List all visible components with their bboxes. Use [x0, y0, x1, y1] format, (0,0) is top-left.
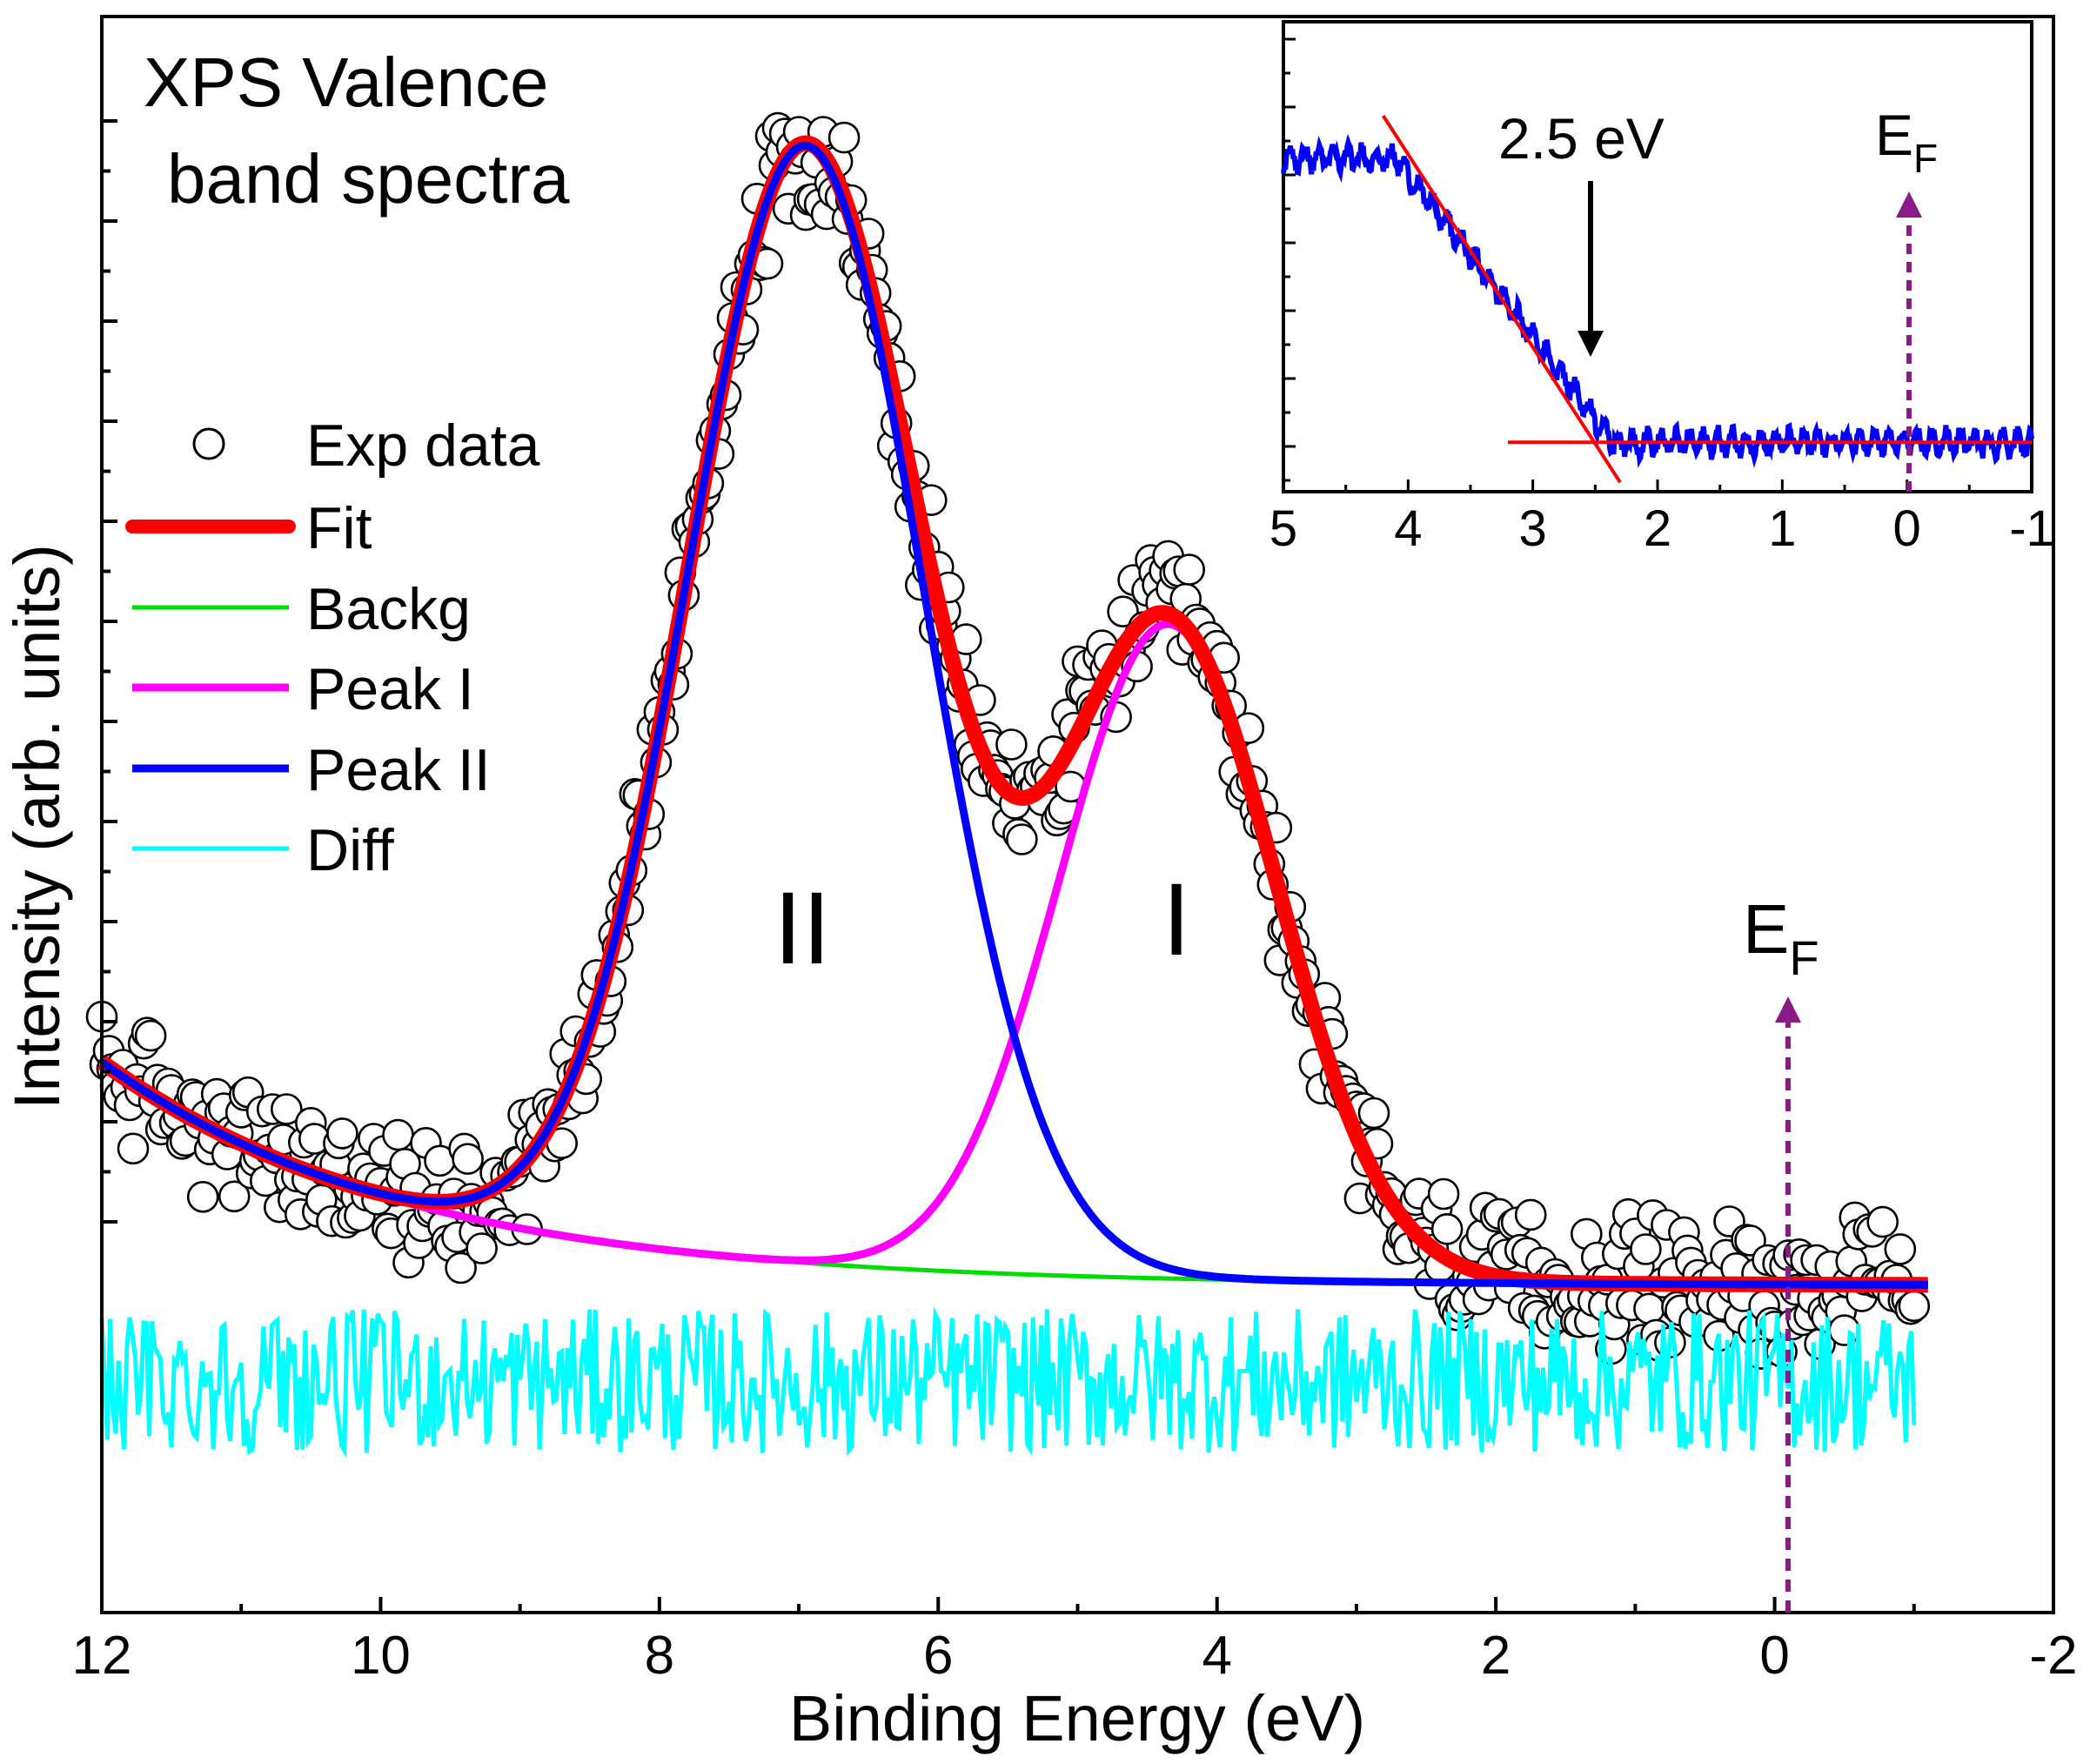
exp-data-point	[1633, 1292, 1665, 1325]
inset-edge-annotation: 2.5 eV	[1498, 106, 1665, 171]
exp-data-point	[1430, 1213, 1464, 1245]
exp-data-point	[1357, 1097, 1390, 1130]
exp-data-point	[270, 1093, 303, 1125]
inset-curves-group	[1281, 114, 2034, 484]
inset-plot: 5 4 3 2 1 0 -1 EF 2.5 eV	[1269, 20, 2054, 557]
y-axis-label: Intensity (arb. units)	[1, 544, 73, 1110]
x-tick-label: 8	[645, 1626, 674, 1686]
peak-ii-annotation: II	[774, 871, 831, 986]
x-tick-label: 2	[1481, 1626, 1511, 1686]
exp-data-point	[1898, 1290, 1931, 1323]
inset-x-tick-label: 4	[1394, 500, 1422, 557]
diff-series-group	[99, 1306, 1917, 1459]
diff-curve	[99, 1306, 1917, 1459]
legend-item-exp-data: Exp data	[192, 412, 540, 479]
x-tick-label: -2	[2029, 1626, 2077, 1686]
chart-subtitle: band spectra	[167, 140, 570, 218]
legend-marker-exp-data	[192, 427, 225, 460]
exp-data-point	[117, 1132, 150, 1165]
exp-data-point	[218, 1180, 251, 1213]
x-tick-label: 10	[351, 1626, 411, 1686]
exp-data-point	[326, 1117, 358, 1150]
x-tick-label: 4	[1202, 1626, 1231, 1686]
exp-data-point	[1173, 553, 1205, 586]
peak-ii-curve	[99, 141, 1928, 1289]
inset-frame	[1282, 20, 2033, 493]
main-y-ticks	[102, 119, 117, 1224]
exp-data-point	[995, 728, 1028, 761]
inset-edge-fit-line	[1381, 114, 1622, 484]
legend-item-peak-i: Peak I	[132, 656, 474, 722]
exp-data-point	[1514, 1198, 1547, 1231]
legend-label-backg: Backg	[306, 576, 471, 642]
x-tick-label: 12	[72, 1626, 132, 1686]
legend-label-exp-data: Exp data	[306, 412, 540, 479]
legend-item-diff: Diff	[132, 817, 394, 883]
legend-label-peak-i: Peak I	[306, 656, 474, 722]
exp-data-point	[452, 1143, 484, 1175]
chart-title: XPS Valence	[144, 44, 548, 121]
exp-data-point	[134, 1019, 167, 1052]
inset-x-tick-label: -1	[2009, 500, 2054, 557]
legend-label-peak-ii: Peak II	[306, 737, 491, 803]
inset-fermi-label: EF	[1875, 103, 1938, 181]
inset-x-tick-label: 2	[1644, 500, 1671, 557]
legend: Exp data Fit Backg Peak I Peak II Diff	[125, 412, 540, 883]
exp-data-point	[1006, 823, 1038, 855]
exp-data-point	[382, 1118, 414, 1151]
peak-i-annotation: I	[1162, 862, 1191, 977]
legend-item-peak-ii: Peak II	[132, 737, 491, 803]
exp-data-point	[445, 1251, 477, 1284]
inset-x-tick-label: 1	[1768, 500, 1796, 557]
fit-curves-group	[97, 135, 1933, 1293]
x-axis-label: Binding Energy (eV)	[789, 1682, 1365, 1754]
x-tick-label: 0	[1759, 1626, 1789, 1686]
exp-data-point	[466, 1232, 498, 1264]
inset-x-tick-label: 0	[1893, 500, 1921, 557]
legend-item-backg: Backg	[132, 576, 471, 642]
legend-item-fit: Fit	[125, 495, 372, 561]
legend-label-fit: Fit	[306, 495, 372, 561]
exp-data-point	[1866, 1205, 1899, 1238]
inset-spectrum-curve	[1281, 133, 2034, 469]
exp-data-point	[827, 121, 861, 154]
exp-data-point	[1884, 1233, 1917, 1265]
exp-data-point	[1427, 1177, 1460, 1211]
main-x-ticks: 12 10 8 6 4 2 0 -2	[72, 1597, 2078, 1686]
inset-ticks: 5 4 3 2 1 0 -1	[1269, 37, 2054, 557]
inset-x-tick-label: 3	[1519, 500, 1547, 557]
exp-data-point	[1630, 1233, 1662, 1265]
legend-label-diff: Diff	[306, 817, 394, 883]
x-tick-label: 6	[923, 1626, 953, 1686]
main-fermi-label: EF	[1743, 890, 1819, 985]
exp-data-point	[186, 1181, 219, 1213]
inset-x-tick-label: 5	[1269, 500, 1297, 557]
